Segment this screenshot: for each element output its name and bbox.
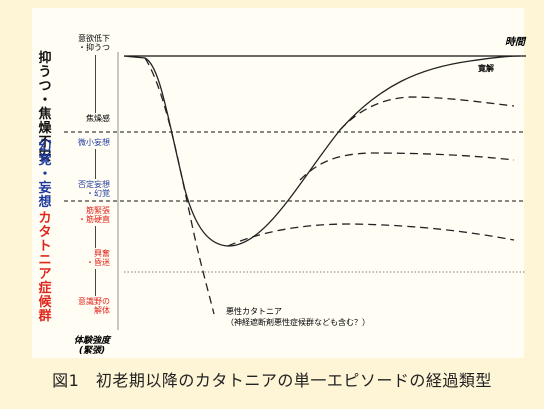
scale-arrow-4 [95,269,96,296]
phase-label-char: ア [38,267,52,282]
phase-label-char: 想 [38,195,52,210]
phase-label-char: 症 [38,281,52,296]
scale-label-excitement: 興奮 ・昏迷 [86,249,110,267]
phase-label-char: 不 [38,135,52,150]
phase-label-char: 安 [38,149,52,164]
phase-label-char: う [38,65,52,80]
phase-label-char: カ [38,211,52,226]
partial-recovery-curve-2 [299,152,515,181]
phase-label-char: 焦 [38,107,52,122]
scale-label-top: 意欲低下 ・抑うつ [78,34,110,52]
phase-label-depression: 抑うつ・焦燥不安 [37,52,53,164]
scale-label-muscle-tone: 筋緊張 ・筋硬直 [78,206,110,224]
scale-arrow-3 [95,226,96,248]
phase-label-char: ・ [38,167,52,182]
partial-recovery-curve-1 [339,96,515,131]
phase-label-char: 候 [38,295,52,310]
chronic-curve [227,223,515,247]
phase-label-char: 群 [38,309,52,324]
phase-label-char: つ [38,79,52,94]
phase-label-char: 燥 [38,121,52,136]
x-axis-title: 時間 [505,37,525,48]
malignant-catatonia-curve [144,57,215,315]
scale-label-nihilistic-delusion: 否定妄想 ・幻覚 [78,180,110,198]
phase-label-char: タ [38,225,52,240]
scale-label-consciousness: 意識野の 解体 [78,297,110,315]
phase-label-char: 覚 [38,153,52,168]
phase-label-char: 幻 [38,139,52,154]
figure-caption: 図1 初老期以降のカタトニアの単一エピソードの経過類型 [52,371,492,390]
phase-label-char: 妄 [38,181,52,196]
phase-label-char: ト [38,239,52,254]
phase-label-char: ・ [38,93,52,108]
phase-label-char: ニ [38,253,52,268]
phase-label-hallucination: 幻覚・妄想 [37,140,53,210]
phase-label-catatonia: カタトニア症候群 [37,212,53,324]
scale-arrow-2 [95,149,96,179]
remission-curve [123,55,521,247]
scale-label-anxiety: 焦燥感 [86,114,110,123]
remission-label: 寛解 [478,64,494,73]
malignant-catatonia-label: 悪性カタトニア （神経遮断剤悪性症候群なども含む？） [226,307,370,327]
scale-arrow-1 [95,55,96,113]
y-axis-title: 体験強度 (緊張) [73,336,110,356]
scale-label-minor-delusion: 微小妄想 [78,138,110,147]
phase-label-char: 抑 [38,51,52,66]
